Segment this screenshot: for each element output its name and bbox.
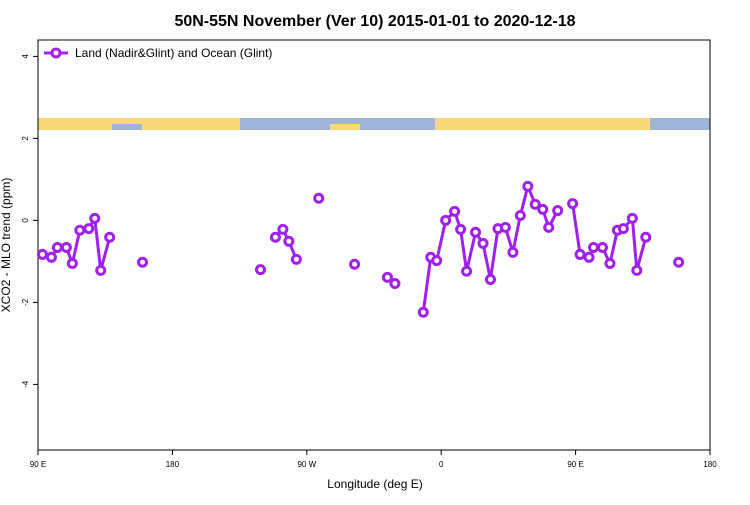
y-tick-label: 4	[21, 54, 30, 59]
point	[626, 212, 638, 224]
point	[631, 264, 643, 276]
point	[36, 248, 48, 260]
point	[543, 221, 555, 233]
series-line	[42, 186, 678, 312]
point	[522, 180, 534, 192]
point	[640, 231, 652, 243]
point	[440, 214, 452, 226]
point	[529, 198, 541, 210]
y-tick-label: 2	[21, 136, 30, 141]
point	[255, 264, 267, 276]
y-axis-label: XCO2 - MLO trend (ppm)	[0, 178, 13, 313]
point	[604, 257, 616, 269]
legend-label: Land (Nadir&Glint) and Ocean (Glint)	[75, 46, 272, 60]
point	[51, 241, 63, 253]
point	[431, 255, 443, 267]
point	[45, 251, 57, 263]
x-tick-label: 180	[703, 460, 717, 469]
point	[470, 226, 482, 238]
point	[290, 253, 302, 265]
x-axis-label: Longitude (deg E)	[327, 477, 422, 491]
point	[574, 248, 586, 260]
point	[673, 256, 685, 268]
point	[596, 241, 608, 253]
point	[349, 258, 361, 270]
map-strip	[38, 118, 710, 130]
x-tick-label: 90 E	[567, 460, 583, 469]
point	[389, 278, 401, 290]
point	[477, 237, 489, 249]
point	[552, 205, 564, 217]
point	[588, 241, 600, 253]
point	[66, 257, 78, 269]
plot-frame	[37, 39, 711, 451]
point	[507, 246, 519, 258]
point	[104, 231, 116, 243]
point	[83, 223, 95, 235]
point	[461, 265, 473, 277]
point	[499, 221, 511, 233]
chart-title: 50N-55N November (Ver 10) 2015-01-01 to …	[174, 13, 575, 30]
y-tick-label: -2	[21, 298, 30, 306]
point	[269, 231, 281, 243]
point	[381, 271, 393, 283]
point	[617, 223, 629, 235]
point	[95, 264, 107, 276]
point	[137, 256, 149, 268]
point	[484, 273, 496, 285]
x-tick-label: 90 E	[30, 460, 46, 469]
point	[277, 223, 289, 235]
point	[60, 241, 72, 253]
point	[567, 198, 579, 210]
y-tick-label: -4	[21, 380, 30, 388]
y-tick-label: 0	[21, 218, 30, 223]
point	[537, 203, 549, 215]
point	[313, 192, 325, 204]
point	[583, 251, 595, 263]
x-tick-label: 0	[439, 460, 444, 469]
point	[449, 205, 461, 217]
point	[455, 223, 467, 235]
point	[417, 306, 429, 318]
legend-marker	[50, 47, 62, 59]
x-tick-label: 90 W	[297, 460, 316, 469]
point	[89, 212, 101, 224]
point	[74, 224, 86, 236]
x-tick-label: 180	[166, 460, 180, 469]
point	[514, 209, 526, 221]
point	[283, 235, 295, 247]
legend: Land (Nadir&Glint) and Ocean (Glint)	[44, 46, 272, 60]
